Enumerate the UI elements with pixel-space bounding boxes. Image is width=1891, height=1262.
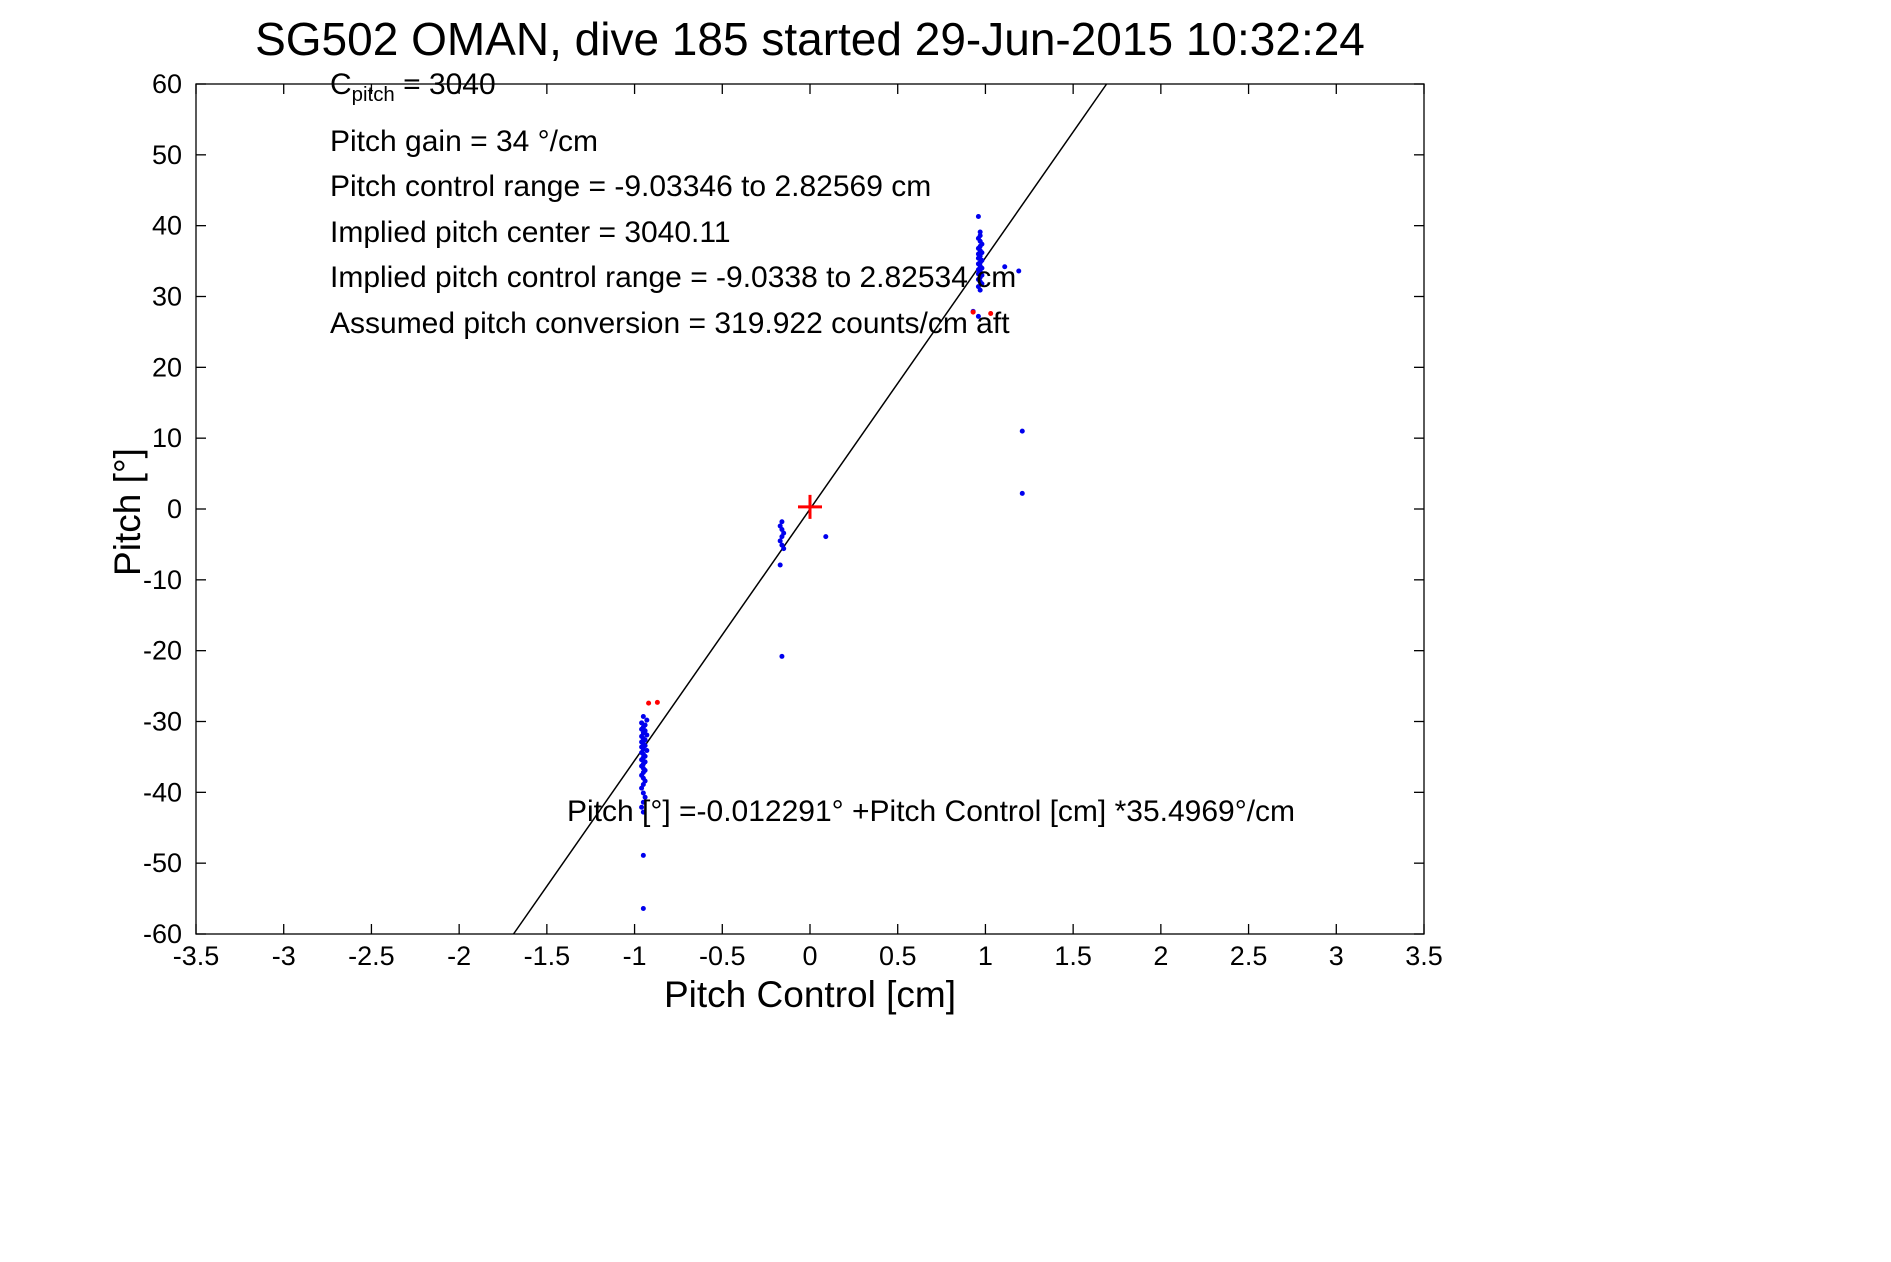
svg-text:1: 1: [978, 941, 993, 971]
svg-text:-40: -40: [143, 777, 182, 807]
svg-text:20: 20: [152, 352, 182, 382]
svg-text:0.5: 0.5: [879, 941, 917, 971]
svg-text:-0.5: -0.5: [699, 941, 746, 971]
plot-svg: -3.5 -3 -2.5 -2 -1.5 -1 -0.5 0 0.5 1 1.5 2 2.5 3 3.5 -6…: [143, 69, 1443, 971]
cpitch-value: = 3040: [394, 68, 496, 101]
svg-text:2: 2: [1153, 941, 1168, 971]
annotation-block: Cpitch = 3040 Pitch gain = 34 °/cm Pitch…: [330, 62, 1016, 346]
svg-text:2.5: 2.5: [1230, 941, 1268, 971]
svg-text:0: 0: [167, 494, 182, 524]
svg-text:-10: -10: [143, 565, 182, 595]
svg-text:-2.5: -2.5: [348, 941, 395, 971]
svg-text:-2: -2: [447, 941, 471, 971]
svg-text:60: 60: [152, 69, 182, 99]
svg-text:30: 30: [152, 282, 182, 312]
svg-text:-50: -50: [143, 848, 182, 878]
svg-text:-60: -60: [143, 919, 182, 949]
svg-text:3: 3: [1329, 941, 1344, 971]
annotation-assumed-pitch-conversion: Assumed pitch conversion = 319.922 count…: [330, 306, 1010, 340]
y-axis-label: Pitch [°]: [107, 448, 148, 576]
plot-region: -3.5 -3 -2.5 -2 -1.5 -1 -0.5 0 0.5 1 1.5 2 2.5 3 3.5 -6…: [143, 69, 1443, 971]
cpitch-symbol: C: [330, 68, 352, 101]
fit-equation-label: Pitch [°] =-0.012291° +Pitch Control [cm…: [567, 795, 1296, 828]
annotation-pitch-control-range: Pitch control range = -9.03346 to 2.8256…: [330, 170, 932, 203]
annotation-implied-pitch-control-range: Implied pitch control range = -9.0338 to…: [330, 261, 1017, 294]
svg-text:-30: -30: [143, 707, 182, 737]
annotation-implied-pitch-center: Implied pitch center = 3040.11: [330, 215, 731, 249]
svg-text:-3: -3: [272, 941, 296, 971]
svg-text:-1.5: -1.5: [524, 941, 571, 971]
svg-text:50: 50: [152, 140, 182, 170]
cpitch-subscript: pitch: [351, 84, 395, 106]
svg-text:3.5: 3.5: [1405, 941, 1443, 971]
x-axis-label: Pitch Control [cm]: [664, 974, 956, 1015]
svg-text:-20: -20: [143, 636, 182, 666]
svg-text:-1: -1: [623, 941, 647, 971]
annotation-cpitch: Cpitch = 3040: [330, 62, 1016, 119]
annotation-pitch-gain: Pitch gain = 34 °/cm: [330, 124, 598, 158]
svg-text:1.5: 1.5: [1054, 941, 1092, 971]
chart-title: SG502 OMAN, dive 185 started 29-Jun-2015…: [255, 13, 1365, 65]
svg-text:-3.5: -3.5: [173, 941, 220, 971]
svg-text:40: 40: [152, 211, 182, 241]
svg-text:10: 10: [152, 423, 182, 453]
svg-text:0: 0: [802, 941, 817, 971]
